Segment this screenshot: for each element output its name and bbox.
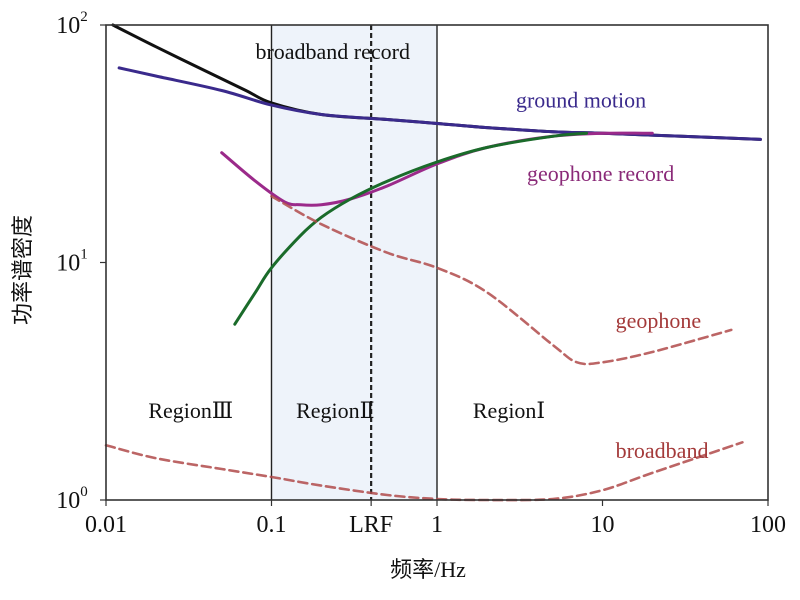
x-axis-title: 频率/Hz	[390, 557, 466, 582]
x-tick-label: 0.1	[257, 512, 287, 538]
y-tick-label: 100	[56, 484, 88, 514]
series-annotation: broadband record	[255, 39, 410, 64]
x-tick-label: 10	[591, 512, 615, 538]
annotation-layer: broadband record ground motion geophone re…	[255, 39, 708, 463]
ground-motion-series-line	[117, 66, 762, 141]
y-tick-layer: 100 101 102	[56, 9, 106, 514]
y-tick-label: 102	[56, 9, 88, 39]
y-axis-title: 功率谱密度	[10, 215, 35, 325]
y-tick-label: 101	[56, 247, 88, 277]
shaded-region	[271, 25, 437, 500]
x-tick-label: LRF	[349, 512, 393, 538]
broadband-series-line	[104, 441, 744, 502]
series-annotation: broadband	[616, 438, 709, 463]
geophone-series-line	[270, 195, 733, 366]
x-tick-label: 1	[431, 512, 443, 538]
series-annotation: geophone	[616, 308, 702, 333]
chart-series-layer	[104, 23, 762, 502]
region-label: RegionⅠ	[473, 398, 545, 423]
x-tick-label: 0.01	[85, 512, 127, 538]
unlabeled-series-line	[233, 131, 588, 326]
region-label: RegionⅢ	[148, 398, 233, 423]
x-tick-layer: 0.01 0.1 LRF 1 10 100	[85, 500, 786, 538]
series-annotation: geophone record	[527, 161, 674, 186]
region-label: RegionⅡ	[296, 398, 375, 423]
series-annotation: ground motion	[516, 87, 646, 112]
region-label-layer: RegionⅢ RegionⅡ RegionⅠ	[148, 398, 545, 423]
chart-shading-layer	[271, 25, 437, 500]
x-tick-label: 100	[750, 512, 786, 538]
